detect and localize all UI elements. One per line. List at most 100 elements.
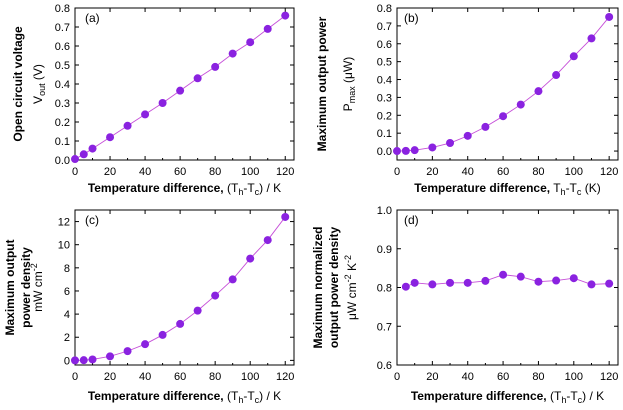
data-point — [569, 274, 578, 283]
data-point — [281, 11, 290, 20]
x-tick-label: 40 — [462, 166, 474, 178]
data-point — [401, 146, 410, 155]
x-axis-title: Temperature difference, (Th-Tc) / K — [88, 181, 281, 197]
y-tick-label: 0.5 — [377, 57, 392, 69]
data-point — [88, 355, 97, 364]
x-tick-label: 100 — [565, 166, 583, 178]
plot-frame — [74, 209, 295, 366]
y-tick-label: 0.8 — [377, 3, 392, 15]
x-tick-label: 60 — [174, 166, 186, 178]
y-tick-label: 0.7 — [377, 321, 392, 333]
data-point — [481, 276, 490, 285]
series-line — [405, 274, 610, 288]
y-tick-label: 0.6 — [377, 360, 392, 372]
data-point — [569, 52, 578, 61]
y-tick-label: 0.2 — [55, 117, 70, 129]
y-axis-title: Vout (V) — [31, 64, 47, 104]
data-point — [534, 87, 543, 96]
y-tick-label: 0.4 — [55, 79, 70, 91]
chart-panel-4: 0 20 40 60 80 100 120 0.6 0.7 0.8 0.9 1.0 (d) Tempera… — [311, 205, 619, 405]
data-point — [281, 212, 290, 221]
x-tick-label: 60 — [497, 166, 509, 178]
y-tick-label: 10 — [58, 240, 70, 252]
y-tick-label: 4 — [64, 309, 70, 321]
x-tick-label: 80 — [209, 371, 221, 383]
data-point — [211, 291, 220, 300]
data-point — [499, 112, 508, 121]
y-tick-label: 0.0 — [55, 155, 70, 167]
x-tick-label: 80 — [209, 166, 221, 178]
data-point — [499, 270, 508, 279]
data-point — [158, 99, 167, 107]
y-tick-label: 0.1 — [377, 128, 392, 140]
x-tick-label: 120 — [276, 166, 294, 178]
x-axis-title: Temperature difference, (Th-Tc) / K — [88, 389, 281, 405]
x-tick-label: 60 — [174, 371, 186, 383]
x-tick-label: 120 — [600, 166, 618, 178]
data-point — [428, 143, 437, 152]
data-point — [516, 100, 525, 109]
x-tick-label: 80 — [532, 371, 544, 383]
y-tick-label: 0.8 — [55, 3, 70, 15]
x-tick-label: 100 — [241, 371, 259, 383]
data-point — [401, 282, 410, 291]
chart-panel-2: 0 20 40 60 80 100 120 0.0 0.1 0.2 0.3 0.4 0.5 0.6 0.7 0… — [315, 3, 619, 197]
x-tick-label: 100 — [565, 371, 583, 383]
x-tick-label: 0 — [72, 371, 78, 383]
y-axis-title: μW cm-2 K-2 — [343, 255, 359, 320]
x-tick-label: 40 — [139, 371, 151, 383]
y-tick-label: 0.2 — [377, 110, 392, 122]
y-axis-outer-title: Maximum output power — [315, 16, 329, 151]
data-point — [463, 278, 472, 287]
x-tick-label: 80 — [532, 166, 544, 178]
y-axis-outer-title: Open circuit voltage — [11, 26, 25, 142]
series-line — [74, 216, 286, 361]
data-point — [79, 150, 88, 159]
data-point — [106, 352, 115, 361]
x-tick-label: 20 — [426, 166, 438, 178]
y-axis-outer-title: Maximum output — [3, 240, 17, 336]
x-tick-label: 120 — [276, 371, 294, 383]
data-point — [106, 133, 115, 142]
data-point — [587, 280, 596, 289]
data-point — [428, 280, 437, 289]
y-tick-label: 2 — [64, 332, 70, 344]
y-tick-label: 0.6 — [55, 41, 70, 53]
data-point — [71, 155, 79, 164]
data-point — [176, 319, 185, 328]
data-point — [176, 86, 185, 95]
y-tick-label: 1.0 — [377, 205, 392, 217]
data-point — [123, 347, 132, 356]
data-point — [534, 277, 543, 286]
y-tick-label: 0.7 — [377, 21, 392, 33]
panel-label: (a) — [85, 11, 100, 25]
y-tick-label: 0.9 — [377, 244, 392, 256]
plot-frame — [396, 7, 619, 161]
y-tick-label: 0.3 — [377, 92, 392, 104]
data-point — [228, 49, 237, 58]
y-tick-label: 0.7 — [55, 22, 70, 34]
data-point — [516, 272, 525, 281]
x-tick-label: 100 — [241, 166, 259, 178]
data-point — [605, 12, 614, 21]
data-point — [481, 122, 490, 131]
chart-panel-1: 0 20 40 60 80 100 120 0.0 0.1 0.2 0.3 0.4 0.5 0.6 0.7 0… — [11, 3, 295, 197]
data-point — [193, 74, 202, 83]
data-point — [446, 278, 455, 287]
data-point — [158, 330, 167, 339]
data-point — [446, 139, 455, 148]
y-axis-title: Pmax (μW) — [341, 57, 357, 112]
data-point — [410, 278, 419, 287]
y-tick-label: 0.1 — [55, 136, 70, 148]
y-tick-label: 0.6 — [377, 39, 392, 51]
x-tick-label: 60 — [497, 371, 509, 383]
data-point — [141, 340, 150, 349]
y-tick-label: 0.0 — [377, 146, 392, 158]
data-point — [263, 236, 272, 245]
y-axis-outer-title: Maximum normalized — [311, 226, 325, 348]
data-point — [246, 38, 255, 47]
series-line — [396, 16, 610, 152]
x-tick-label: 0 — [394, 166, 400, 178]
y-tick-label: 0.8 — [377, 283, 392, 295]
